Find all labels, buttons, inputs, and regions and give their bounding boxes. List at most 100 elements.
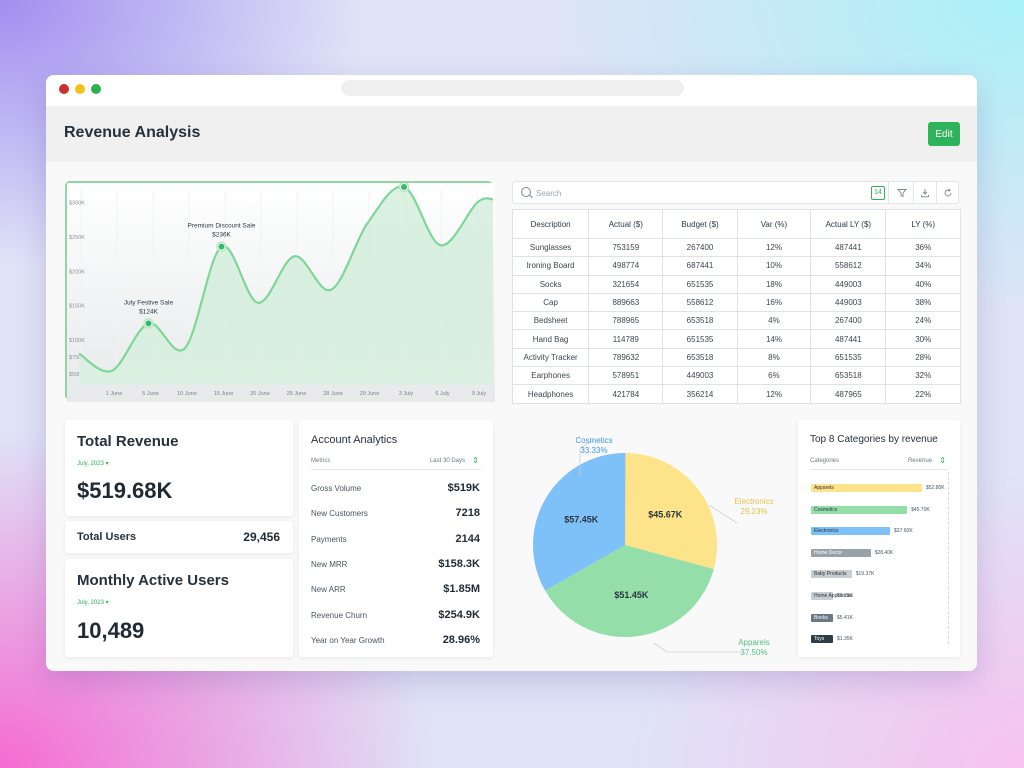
pie-slice[interactable] bbox=[625, 453, 717, 570]
slice-name-label: Apparels bbox=[738, 638, 770, 647]
table-body: Sunglasses 753159 267400 12% 487441 36% Ironin… bbox=[511, 237, 961, 404]
category-bar[interactable]: Baby Products $19.37K bbox=[811, 570, 874, 579]
table-row[interactable]: Cap 889663 558612 16% 449003 38% bbox=[511, 292, 961, 313]
column-header[interactable]: Actual LY ($) bbox=[810, 209, 887, 239]
table-cell: 28% bbox=[885, 347, 961, 368]
category-bar[interactable]: Cosmetics $45.70K bbox=[811, 505, 930, 514]
data-point[interactable] bbox=[401, 183, 407, 190]
category-bar[interactable]: Home Decor $28.40K bbox=[811, 548, 893, 557]
month-selector[interactable]: July, 2023 ▾ bbox=[77, 599, 109, 606]
table-cell: 449003 bbox=[810, 274, 887, 294]
category-label: Baby Products bbox=[814, 571, 847, 578]
analytics-header: Metrics Last 30 Days ⇕ bbox=[311, 456, 481, 465]
close-window-button[interactable] bbox=[59, 84, 69, 94]
minimize-window-button[interactable] bbox=[75, 84, 85, 94]
category-pie-chart: $45.67K $51.45K $57.45K Electronics 29.23% Ap… bbox=[502, 420, 792, 665]
table-cell: Cap bbox=[511, 292, 590, 313]
toolbar-divider bbox=[936, 182, 937, 203]
table-cell: Sunglasses bbox=[511, 237, 590, 258]
category-bar[interactable]: Apparels $52.80K bbox=[811, 484, 945, 492]
table-row[interactable]: Headphones 421784 356214 12% 487965 22% bbox=[511, 384, 961, 404]
search-input[interactable] bbox=[534, 185, 838, 202]
column-header[interactable]: Budget ($) bbox=[662, 209, 738, 239]
total-users-card: Total Users 29,456 bbox=[65, 521, 293, 553]
table-cell: 4% bbox=[736, 311, 812, 331]
sort-icon[interactable]: ⇕ bbox=[472, 456, 479, 465]
month-selector[interactable]: July, 2023 ▾ bbox=[77, 460, 109, 467]
table-cell: 24% bbox=[885, 311, 961, 331]
filter-icon[interactable] bbox=[894, 185, 909, 200]
title-bar bbox=[46, 75, 977, 105]
table-cell: 789632 bbox=[588, 347, 664, 368]
category-label: Apparels bbox=[814, 485, 834, 491]
browser-window: Revenue Analysis Edit $50K $75K $100K $150K… bbox=[46, 75, 977, 671]
table-row[interactable]: Ironing Board 498774 687441 10% 558612 34% bbox=[511, 256, 961, 276]
total-revenue-value: $519.68K bbox=[77, 478, 173, 503]
table-cell: 687441 bbox=[662, 256, 738, 276]
column-header[interactable]: Actual ($) bbox=[588, 209, 664, 239]
divider bbox=[311, 469, 481, 470]
annotation-name: Premium Discount Sale bbox=[188, 223, 256, 230]
x-tick-label: 15 June bbox=[214, 391, 234, 397]
download-icon[interactable] bbox=[917, 185, 932, 200]
pie-slice[interactable] bbox=[533, 453, 626, 591]
table-row[interactable]: Hand Bag 114789 651535 14% 487441 30% bbox=[511, 329, 961, 349]
table-row[interactable]: Socks 321654 651535 18% 449003 40% bbox=[511, 274, 961, 294]
category-value: $37.60K bbox=[894, 528, 913, 535]
category-bar[interactable]: Home Appliances $9.28K bbox=[811, 592, 853, 600]
y-tick-label: $100K bbox=[69, 338, 85, 344]
table-row[interactable]: Earphones 578951 449003 6% 653518 32% bbox=[511, 366, 961, 386]
callout-line bbox=[579, 439, 595, 475]
table-cell: 114789 bbox=[588, 329, 664, 349]
table-cell: 36% bbox=[885, 237, 961, 258]
maximize-window-button[interactable] bbox=[91, 84, 101, 94]
table-cell: 651535 bbox=[662, 329, 738, 349]
category-value: $52.80K bbox=[926, 485, 945, 491]
category-bar[interactable]: Toys $1.35K bbox=[811, 635, 853, 644]
slice-value-label: $57.45K bbox=[564, 515, 599, 525]
table-cell: 10% bbox=[736, 256, 812, 276]
address-bar[interactable] bbox=[341, 80, 684, 96]
x-tick-label: 5 June bbox=[142, 391, 159, 397]
category-bar[interactable]: Electronics $37.60K bbox=[811, 527, 913, 536]
table-cell: 558612 bbox=[662, 292, 738, 313]
metric-value: 28.96% bbox=[442, 633, 480, 646]
data-point[interactable] bbox=[145, 320, 152, 327]
x-tick-label: 3 July bbox=[399, 391, 414, 397]
column-header[interactable]: Description bbox=[511, 209, 590, 239]
table-cell: 8% bbox=[736, 347, 812, 368]
table-row[interactable]: Bedsheet 788965 653518 4% 267400 24% bbox=[511, 311, 961, 331]
metric-label: New MRR bbox=[311, 559, 348, 569]
pie-slice[interactable] bbox=[545, 545, 714, 637]
table-cell: 487965 bbox=[810, 384, 887, 404]
metric-label: Payments bbox=[311, 534, 347, 544]
refresh-icon[interactable] bbox=[940, 185, 955, 200]
account-analytics-title: Account Analytics bbox=[311, 434, 398, 446]
search-icon bbox=[521, 187, 531, 197]
row-count-badge[interactable]: 14 bbox=[871, 186, 885, 200]
metric-label: Revenue Churn bbox=[311, 610, 368, 620]
table-cell: 356214 bbox=[662, 384, 738, 404]
table-row[interactable]: Activity Tracker 789632 653518 8% 651535 28% bbox=[511, 347, 961, 368]
column-header[interactable]: Var (%) bbox=[736, 209, 812, 239]
table-row[interactable]: Sunglasses 753159 267400 12% 487441 36% bbox=[511, 237, 961, 258]
table-cell: 558612 bbox=[810, 256, 887, 276]
table-cell: Socks bbox=[511, 274, 590, 294]
month-label: July, 2023 bbox=[77, 600, 104, 606]
category-bar[interactable]: Books $5.41K bbox=[811, 613, 853, 622]
table-cell: 421784 bbox=[588, 384, 664, 404]
x-tick-label: 28 June bbox=[323, 391, 343, 397]
account-analytics-card: Account Analytics Metrics Last 30 Days ⇕… bbox=[299, 420, 493, 657]
y-tick-label: $250K bbox=[69, 235, 85, 241]
edit-button[interactable]: Edit bbox=[928, 122, 960, 146]
x-tick-label: 6 July bbox=[435, 391, 450, 397]
mau-title: Monthly Active Users bbox=[77, 572, 229, 589]
revenue-table: Description Actual ($) Budget ($) Var (%… bbox=[511, 209, 961, 404]
sort-icon[interactable]: ⇕ bbox=[939, 456, 946, 465]
table-cell: 487441 bbox=[810, 237, 887, 258]
data-point[interactable] bbox=[218, 243, 225, 250]
period-column-label: Last 30 Days bbox=[429, 458, 465, 464]
total-revenue-card: Total Revenue July, 2023 ▾ $519.68K bbox=[65, 420, 293, 516]
column-header[interactable]: LY (%) bbox=[885, 209, 961, 239]
